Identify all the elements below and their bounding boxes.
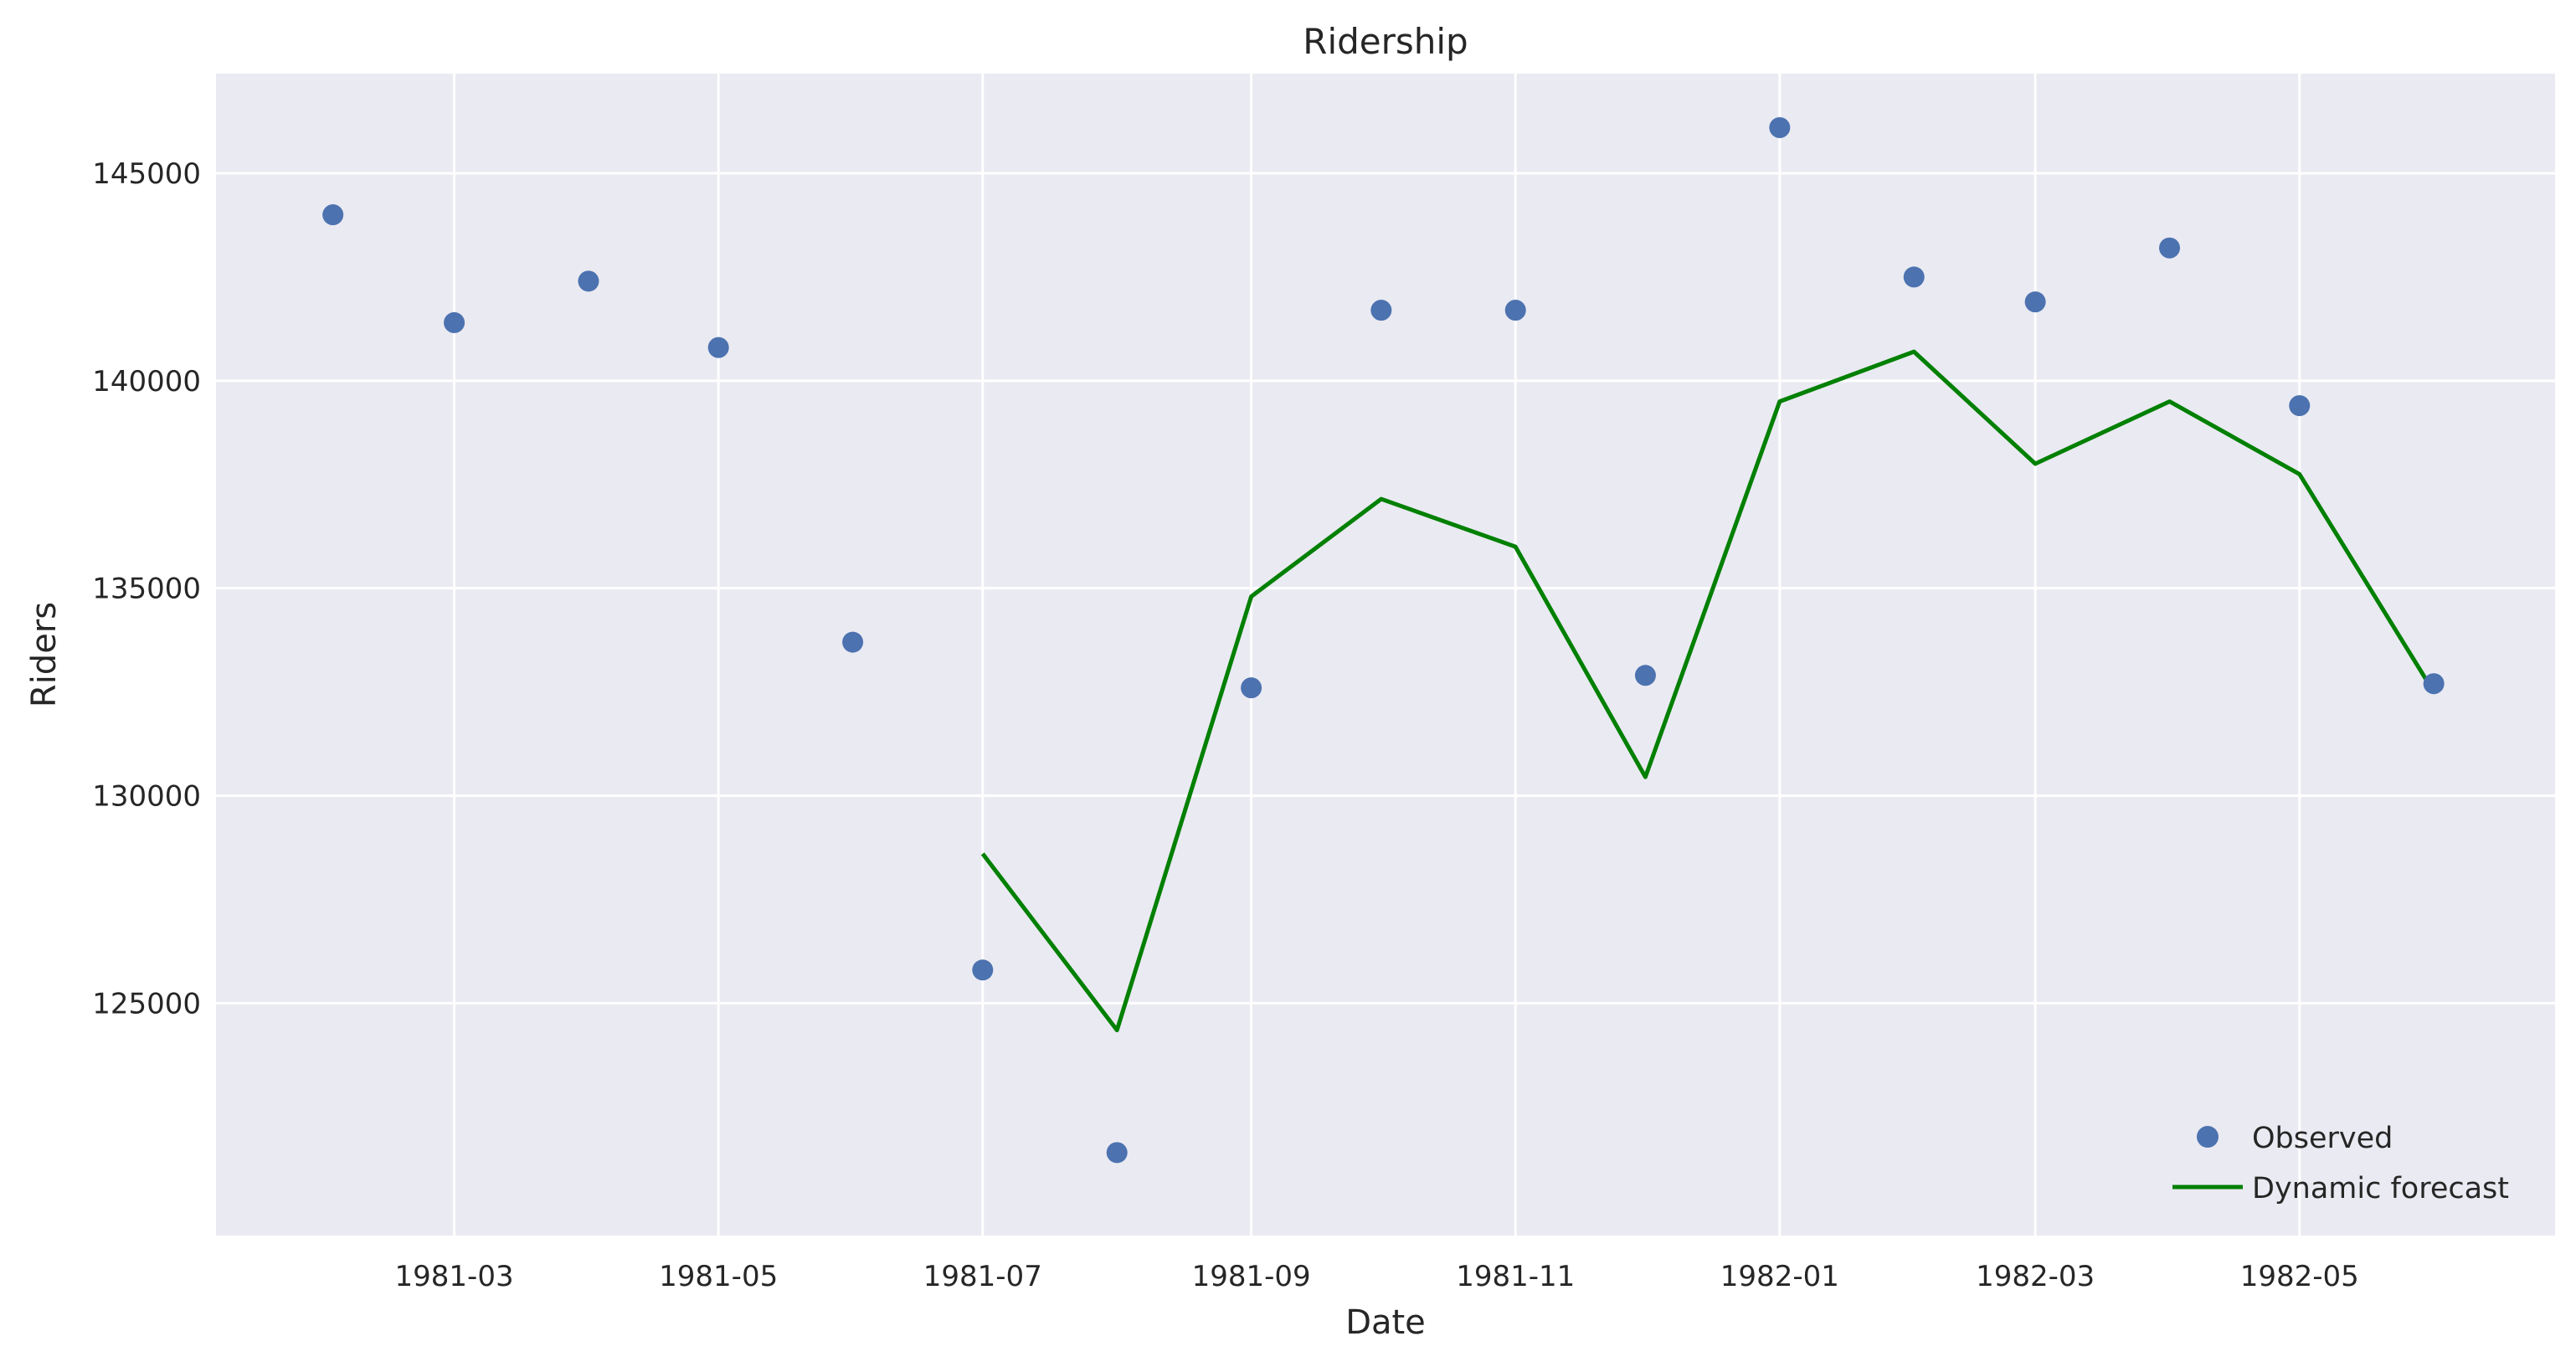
observed-point [707, 337, 729, 358]
legend-observed-marker [2197, 1126, 2219, 1148]
legend-forecast-label: Dynamic forecast [2252, 1172, 2509, 1205]
forecast-series-line [980, 349, 2436, 1033]
observed-point [1370, 300, 1392, 321]
y-tick-label: 140000 [92, 365, 201, 398]
plot-background [216, 74, 2555, 1236]
y-tick-label: 125000 [92, 987, 201, 1020]
x-tick-label: 1982-03 [1976, 1260, 2095, 1293]
x-tick-label: 1981-11 [1456, 1260, 1575, 1293]
x-tick-label: 1981-05 [659, 1260, 778, 1293]
x-axis-label: Date [1345, 1303, 1426, 1342]
observed-point [1106, 1142, 1128, 1164]
observed-point [1241, 677, 1262, 699]
observed-point [1769, 116, 1791, 138]
chart-title: Ridership [1303, 21, 1468, 62]
x-tick-label: 1981-07 [923, 1260, 1042, 1293]
x-tick-label: 1982-01 [1720, 1260, 1839, 1293]
forecast-layer [980, 349, 2436, 1033]
grid-layer [216, 74, 2555, 1236]
observed-point [2024, 291, 2046, 313]
observed-point [578, 270, 599, 292]
legend-observed-label: Observed [2252, 1122, 2393, 1155]
x-tick-labels: 1981-03 1981-05 1981-07 1981-09 1981-11 1982-… [395, 1260, 2359, 1293]
observed-point [2289, 395, 2311, 417]
observed-point [322, 204, 344, 226]
observed-point [1634, 665, 1656, 686]
x-tick-label: 1981-03 [395, 1260, 514, 1293]
observed-point [444, 311, 465, 333]
y-tick-labels: 125000 130000 135000 140000 145000 [92, 157, 201, 1020]
observed-point [1504, 300, 1526, 321]
y-tick-label: 135000 [92, 573, 201, 606]
observed-point [842, 631, 864, 653]
y-axis-label: Riders [25, 602, 64, 707]
observed-point [1903, 266, 1925, 288]
y-tick-label: 145000 [92, 157, 201, 191]
observed-layer [322, 116, 2445, 1164]
legend: Observed Dynamic forecast [2172, 1122, 2509, 1205]
y-tick-label: 130000 [92, 780, 201, 814]
observed-point [2423, 673, 2445, 695]
observed-point [972, 959, 994, 981]
x-tick-label: 1982-05 [2240, 1260, 2359, 1293]
x-tick-label: 1981-09 [1192, 1260, 1311, 1293]
observed-point [2159, 237, 2181, 259]
